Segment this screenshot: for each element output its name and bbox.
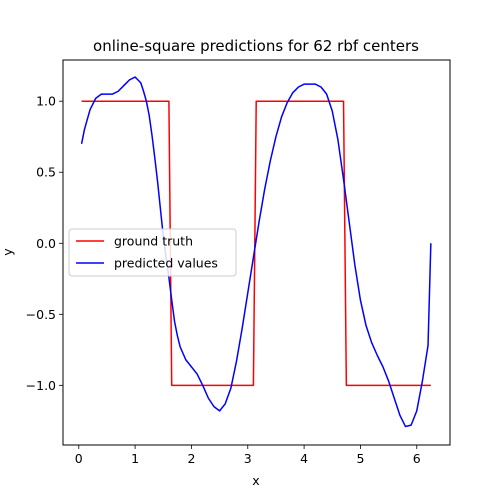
x-tick-label: 0 (75, 451, 83, 466)
y-axis-label: y (0, 248, 15, 256)
y-tick-label: 1.0 (36, 94, 56, 109)
x-tick-label: 6 (413, 451, 421, 466)
x-tick-label: 4 (300, 451, 308, 466)
y-tick-label: −1.0 (26, 378, 56, 393)
series-line-ground-truth (81, 100, 431, 387)
x-axis-label: x (252, 473, 259, 488)
y-tick-label: 0.5 (36, 165, 56, 180)
legend-box (68, 228, 237, 277)
x-axis-ticks: 0 1 2 3 4 5 6 (75, 445, 421, 466)
y-tick-label: 0.0 (36, 236, 56, 251)
plot-frame (62, 59, 451, 446)
legend-label-predicted-values: predicted values (114, 256, 218, 271)
legend-label-ground-truth: ground truth (114, 234, 193, 249)
x-tick-label: 1 (131, 451, 139, 466)
x-tick-label: 2 (187, 451, 195, 466)
series-line-predicted-values (80, 76, 432, 428)
y-tick-label: −0.5 (26, 307, 56, 322)
x-tick-label: 3 (244, 451, 252, 466)
legend: ground truth predicted values (68, 228, 237, 277)
x-tick-label: 5 (356, 451, 364, 466)
y-axis-ticks: −1.0 −0.5 0.0 0.5 1.0 (26, 94, 63, 393)
chart-title: online-square predictions for 62 rbf cen… (93, 37, 419, 55)
plot-area (62, 59, 451, 446)
series-layer (80, 76, 432, 428)
